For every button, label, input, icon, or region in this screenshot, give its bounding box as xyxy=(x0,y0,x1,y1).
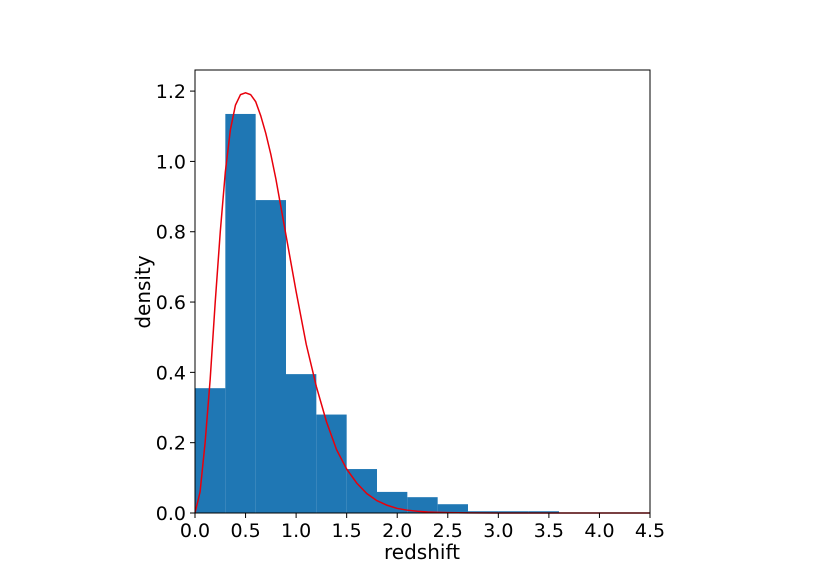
y-tick-label: 1.0 xyxy=(156,151,186,173)
x-tick-label: 3.0 xyxy=(483,520,513,542)
x-tick-label: 2.5 xyxy=(433,520,463,542)
y-axis-label: density xyxy=(131,255,155,328)
y-axis-ticks: 0.0 0.2 0.4 0.6 0.8 1.0 1.2 xyxy=(156,81,195,525)
histogram-bar xyxy=(528,511,559,513)
histogram-bars xyxy=(195,113,559,514)
x-tick-label: 4.5 xyxy=(635,520,665,542)
histogram-bar xyxy=(286,374,317,513)
histogram-bar xyxy=(437,504,468,513)
histogram-bar xyxy=(377,491,408,513)
fit-curve xyxy=(194,92,650,514)
x-tick-label: 1.5 xyxy=(332,520,362,542)
histogram-bar xyxy=(407,497,438,513)
y-tick-label: 0.0 xyxy=(156,503,186,525)
x-axis-label: redshift xyxy=(384,540,460,564)
y-tick-label: 0.8 xyxy=(156,222,186,244)
y-tick-label: 0.6 xyxy=(156,292,186,314)
x-tick-label: 0.5 xyxy=(230,520,260,542)
x-tick-label: 3.5 xyxy=(534,520,564,542)
histogram-bar xyxy=(498,511,529,513)
plot-frame xyxy=(194,69,651,514)
histogram-bar xyxy=(468,511,499,513)
x-tick-label: 4.0 xyxy=(584,520,614,542)
y-tick-label: 1.2 xyxy=(156,81,186,103)
y-tick-label: 0.2 xyxy=(156,433,186,455)
histogram-bar xyxy=(316,414,347,513)
x-axis-ticks: 0.0 0.5 1.0 1.5 2.0 2.5 3.0 3.5 4.0 4.5 xyxy=(180,513,665,542)
x-tick-label: 1.0 xyxy=(281,520,311,542)
x-tick-label: 2.0 xyxy=(382,520,412,542)
histogram-bar xyxy=(225,113,256,513)
x-tick-label: 0.0 xyxy=(180,520,210,542)
histogram-bar xyxy=(255,200,286,514)
y-tick-label: 0.4 xyxy=(156,362,186,384)
